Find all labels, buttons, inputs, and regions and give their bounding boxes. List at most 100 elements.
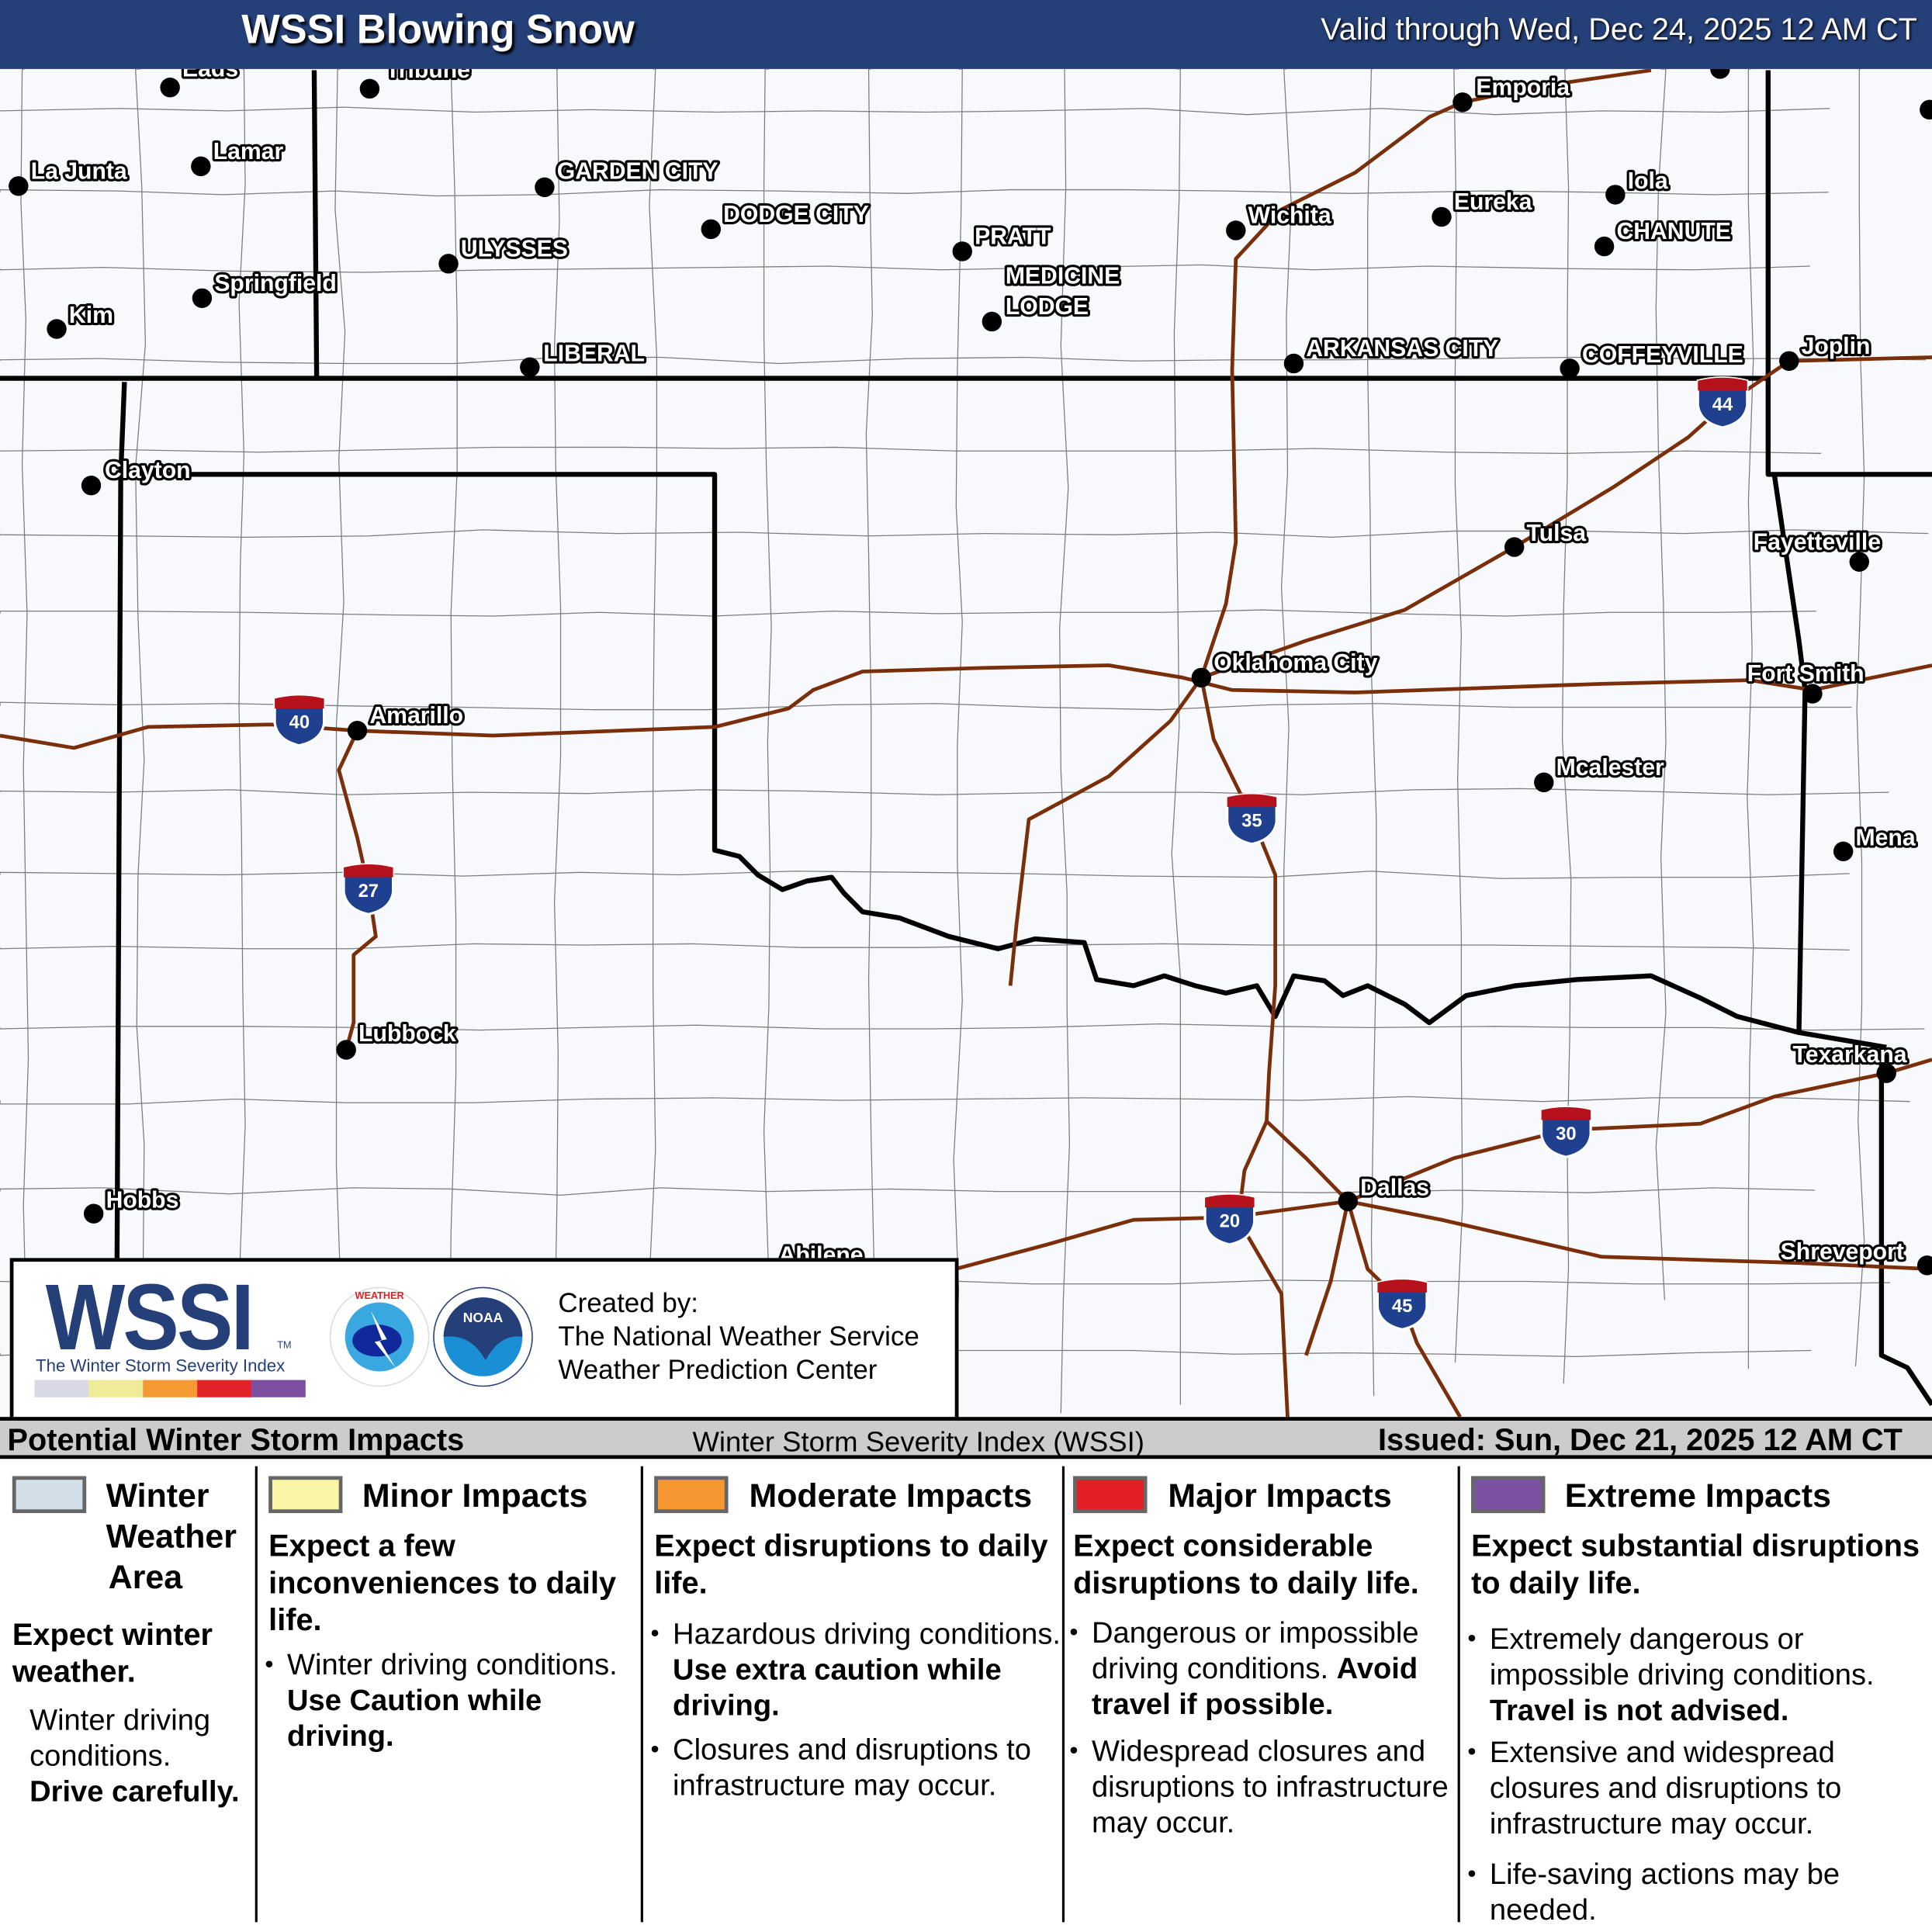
legend-index-name: Winter Storm Severity Index (WSSI)	[692, 1425, 1144, 1458]
city-label: Mena	[1856, 825, 1916, 850]
city-label: COFFEYVILLE	[1582, 342, 1743, 368]
city-dot	[1605, 185, 1626, 205]
scale-swatch	[197, 1380, 251, 1397]
category-name: Area	[108, 1558, 183, 1596]
bullet-emphasis: Travel is not advised.	[1489, 1694, 1789, 1728]
scale-swatch	[143, 1380, 198, 1397]
city-dot	[1534, 772, 1554, 793]
city-dot	[1594, 236, 1615, 257]
impact-bullet: Winter driving conditions. Use Caution w…	[265, 1647, 639, 1754]
bullet-text: Winter driving conditions.	[29, 1704, 211, 1774]
city-label: LIBERAL	[543, 341, 645, 366]
interstate-number: 40	[289, 712, 310, 733]
city-label: Iola	[1628, 168, 1668, 194]
city-dot	[1802, 684, 1823, 704]
category-name: Weather	[106, 1518, 237, 1556]
svg-text:NOAA: NOAA	[463, 1310, 504, 1325]
city-dot	[520, 357, 540, 377]
legend-swatch	[268, 1476, 343, 1514]
city-label: LODGE	[1006, 294, 1089, 320]
interstate-shield-27: 27	[342, 863, 395, 916]
category-expectation: Expect disruptions to daily life.	[654, 1529, 1048, 1601]
legend-category: Moderate Impacts Expect disruptions to da…	[645, 1466, 1064, 1923]
city-dot	[982, 311, 1002, 332]
city-dot	[1920, 99, 1932, 120]
city-dot	[1916, 1255, 1932, 1276]
bullet-text: Extremely dangerous or impossible drivin…	[1489, 1622, 1875, 1692]
legend-category: Extreme Impacts Expect substantial disrup…	[1461, 1466, 1932, 1927]
city-dot	[191, 156, 211, 177]
city-dot	[1833, 841, 1854, 862]
city-dot	[1283, 353, 1304, 374]
interstate-shields: 40 27 44 35 30 20 45	[273, 376, 1749, 1331]
legend-swatch	[12, 1476, 87, 1514]
cities: Eads Tribune La Junta Lamar GARDEN CITYDODGE…	[9, 68, 1932, 1276]
interstate-shield-44: 44	[1696, 376, 1749, 429]
category-name: Winter	[106, 1477, 209, 1515]
city-dot	[1452, 92, 1473, 113]
city-label: Lubbock	[358, 1021, 456, 1047]
noaa-logo-icon: NOAA	[433, 1286, 533, 1387]
city-label: Emporia	[1476, 74, 1570, 100]
impact-bullet: Extensive and widespread closures and di…	[1467, 1735, 1930, 1842]
scale-swatch	[34, 1380, 89, 1397]
highway-i35e	[1265, 1120, 1462, 1418]
interstate-number: 20	[1220, 1211, 1240, 1232]
highway-us75	[1008, 677, 1203, 986]
city-label: Wichita	[1248, 203, 1331, 228]
scale-swatch	[88, 1380, 144, 1397]
city-dot	[952, 241, 972, 261]
bullet-text: Dangerous or impossible driving conditio…	[1091, 1616, 1419, 1686]
highway-i35-south	[1199, 677, 1290, 1418]
legend-swatch	[1073, 1476, 1148, 1514]
city-label: Mcalester	[1556, 755, 1664, 781]
city-label: Dallas	[1360, 1175, 1429, 1200]
city-dot	[192, 288, 213, 309]
wssi-subtitle: The Winter Storm Severity Index	[36, 1355, 286, 1376]
category-name: Extreme Impacts	[1564, 1477, 1831, 1515]
interstate-shield-35: 35	[1226, 792, 1278, 846]
city-dot	[1338, 1191, 1358, 1212]
city-dot	[1849, 552, 1870, 572]
highway-i44	[1200, 355, 1932, 680]
interstate-shield-45: 45	[1376, 1278, 1428, 1331]
city-label: Hobbs	[106, 1187, 179, 1213]
city-label: GARDEN CITY	[557, 158, 718, 184]
city-label: Shreveport	[1781, 1239, 1904, 1265]
city-dot	[160, 78, 180, 98]
city-dot	[81, 475, 102, 496]
map: Eads Tribune La Junta Lamar GARDEN CITYDODGE…	[0, 68, 1932, 1418]
city-label: Amarillo	[369, 703, 463, 729]
city-dot	[701, 219, 721, 240]
legend-bar: Potential Winter Storm Impacts Winter St…	[0, 1417, 1932, 1459]
city-dot	[1560, 358, 1580, 379]
city-dot	[1226, 220, 1246, 241]
credits-text: Created by: The National Weather Service…	[558, 1286, 919, 1387]
city-dot	[1779, 351, 1799, 371]
org-nws: The National Weather Service	[558, 1321, 919, 1352]
category-expectation: Expect substantial disruptions to daily …	[1471, 1529, 1920, 1601]
city-dot	[359, 78, 380, 99]
city-label: Eads	[182, 69, 238, 82]
city-label: PRATT	[975, 223, 1051, 249]
legend-divider	[254, 1466, 258, 1923]
category-name: Moderate Impacts	[749, 1477, 1033, 1515]
city-dot	[1876, 1063, 1896, 1083]
bullet-text: Extensive and widespread closures and di…	[1489, 1736, 1842, 1841]
city-label: Fort Smith	[1747, 661, 1864, 687]
bullet-text: Hazardous driving conditions.	[673, 1618, 1061, 1651]
category-expectation: Expect winter weather.	[12, 1618, 213, 1690]
credits-box: WSSI TM The Winter Storm Severity Index …	[9, 1258, 959, 1421]
legend-swatch	[654, 1476, 729, 1514]
city-label: Tulsa	[1527, 521, 1587, 546]
category-expectation: Expect a few inconveniences to daily lif…	[268, 1529, 617, 1638]
impact-bullet: Extremely dangerous or impossible drivin…	[1467, 1622, 1930, 1729]
interstate-shield-20: 20	[1203, 1193, 1256, 1246]
created-by-label: Created by:	[558, 1287, 698, 1319]
valid-time: Valid through Wed, Dec 24, 2025 12 AM CT	[1321, 12, 1917, 47]
bullet-emphasis: Drive carefully.	[29, 1775, 240, 1809]
wssi-color-scale	[34, 1380, 306, 1397]
city-label: CHANUTE	[1616, 219, 1730, 244]
category-expectation: Expect considerable disruptions to daily…	[1073, 1529, 1419, 1601]
city-dot	[1710, 68, 1730, 79]
